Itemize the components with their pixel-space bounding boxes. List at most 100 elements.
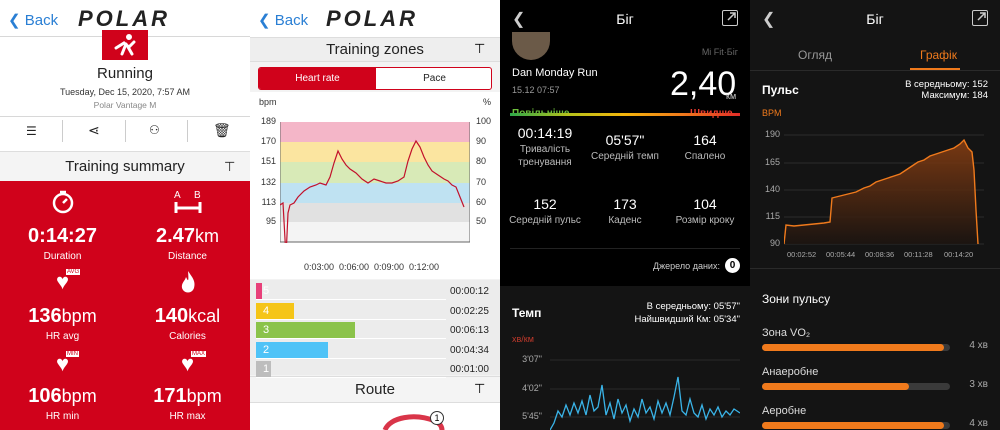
polar-logo: POLAR [326, 6, 418, 31]
pace-y-tick: 5'45" [522, 411, 542, 421]
list-icon[interactable]: ☰ [26, 124, 37, 138]
tab-pace[interactable]: Pace [423, 73, 446, 84]
zones-title: Training zones [326, 41, 424, 58]
share-icon[interactable] [972, 10, 988, 26]
pin-icon[interactable]: ⊤ [224, 159, 236, 174]
zone-number: 2 [263, 343, 270, 356]
zone-row: 4 00:02:25 [250, 302, 500, 321]
tab-graph[interactable]: Графік [920, 48, 957, 62]
pulse-x-tick: 00:11:28 [904, 250, 933, 259]
running-icon [102, 30, 148, 60]
polar-zones-screen: ❮ Back POLAR Training zones ⊤ Heart rate… [250, 0, 500, 430]
group-icon[interactable]: ⚇ [149, 123, 160, 137]
distance-unit: км [726, 91, 737, 101]
heart-avg-icon: ♥ AVG [55, 269, 81, 294]
y-tick-bpm: 132 [260, 177, 276, 187]
pace-unit: хв/км [512, 334, 534, 344]
y-tick-pct: 90 [476, 136, 487, 146]
hr-zone-chart [280, 122, 470, 243]
zone-row: 1 00:01:00 [250, 361, 500, 379]
pulse-zone-bar [762, 383, 950, 390]
lap-marker[interactable]: 1 [430, 411, 444, 425]
chevron-left-icon[interactable]: ❮ [762, 11, 776, 28]
share-icon[interactable] [722, 10, 738, 26]
route-map: 1 [250, 403, 500, 430]
pin-icon[interactable]: ⊤ [474, 41, 486, 56]
pulse-zone-bar [762, 422, 950, 429]
tab-overview[interactable]: Огляд [798, 48, 832, 62]
x-tick-time: 0:12:00 [409, 262, 440, 272]
pin-icon[interactable]: ⊤ [474, 381, 486, 396]
metric-item: 104 Розмір кроку [675, 196, 735, 226]
pulse-zone-bar [762, 344, 950, 351]
screen-title: Біг [866, 11, 884, 27]
pulse-title: Пульс [762, 83, 799, 97]
zone-time: 00:06:13 [450, 325, 489, 336]
pulse-x-tick: 00:14:20 [944, 250, 974, 259]
tab-indicator [910, 68, 960, 70]
zone-bar [256, 341, 329, 358]
pulse-max: Максимум: 184 [921, 90, 988, 101]
polar-logo: POLAR [78, 6, 170, 31]
zone-row: 2 00:04:34 [250, 341, 500, 360]
route-title: Route [354, 381, 396, 398]
pulse-y-tick: 90 [769, 238, 780, 248]
pulse-x-tick: 00:02:52 [787, 250, 817, 259]
device-name: Polar Vantage M [93, 100, 157, 110]
source-label: Джерело даних: [653, 261, 720, 271]
zone-number: 4 [263, 304, 270, 317]
zone-number: 5 [263, 285, 270, 297]
chevron-left-icon[interactable]: ❮ [512, 11, 526, 28]
session-date: Tuesday, Dec 15, 2020, 7:57 AM [59, 87, 191, 97]
distance-value: 2,40 [670, 65, 737, 103]
y-tick-pct: 100 [476, 116, 492, 126]
ylabel-bpm: bpm [259, 97, 277, 107]
avatar[interactable] [512, 32, 550, 60]
trash-icon[interactable]: 🗑 [213, 122, 231, 138]
flame-icon [125, 269, 250, 295]
zone-row: 5 00:00:12 [250, 283, 500, 301]
screen-title: Біг [616, 11, 634, 27]
stat-hr-avg: ♥ AVG 136bpm HR avg [0, 269, 125, 342]
share-icon[interactable]: ⋖ [88, 122, 100, 138]
back-button[interactable]: ❮ Back [258, 12, 309, 29]
zone-number: 3 [263, 324, 270, 336]
heart-min-icon: ♥ MIN [55, 351, 79, 376]
pulse-x-tick: 00:08:36 [865, 250, 895, 259]
y-tick-bpm: 95 [265, 216, 276, 226]
pulse-zone-label: Аеробне [762, 405, 807, 417]
x-tick-time: 0:09:00 [374, 262, 405, 272]
y-tick-pct: 50 [476, 216, 487, 226]
zone-bar [256, 322, 355, 338]
tab-heart-rate[interactable]: Heart rate [259, 68, 376, 89]
zone-row: 3 00:06:13 [250, 322, 500, 340]
pulse-chart [784, 134, 984, 245]
polar-summary-screen: ❮ Back POLAR Running Tuesday, Dec 15, 20… [0, 0, 250, 430]
svg-text:A: A [174, 190, 181, 201]
pulse-zone-time: 4 хв [969, 418, 988, 429]
zone-bar [256, 361, 272, 377]
x-tick-time: 0:06:00 [339, 262, 370, 272]
y-tick-pct: 60 [476, 197, 487, 207]
pulse-y-tick: 165 [764, 157, 780, 167]
mifit-graph-screen: ❮ Біг Огляд Графік Пульс В середньому: 1… [750, 0, 1000, 430]
workout-name: Dan Monday Run [512, 67, 598, 79]
sport-title: Running [97, 65, 153, 82]
metric-item: 00:14:19 Тривалість тренування [517, 125, 573, 168]
stat-calories: 140kcal Calories [125, 269, 250, 342]
stat-hr-max: ♥ MAX 171bpm HR max [125, 351, 250, 422]
action-toolbar: ☰ ⋖ ⚇ 🗑 [0, 118, 250, 146]
mifit-workout-screen: ❮ Біг Mi Fit·Біг Dan Monday Run 15.12 07… [500, 0, 750, 430]
back-button[interactable]: ❮ Back [8, 12, 59, 29]
x-tick-time: 0:03:00 [304, 262, 335, 272]
pulse-x-tick: 00:05:44 [826, 250, 856, 259]
pulse-y-tick: 140 [764, 184, 780, 194]
source-badge[interactable]: 0 [725, 258, 740, 273]
zone-time: 00:01:00 [450, 364, 489, 375]
y-tick-bpm: 113 [261, 197, 276, 207]
zone-time: 00:02:25 [450, 305, 489, 317]
pulse-zone-label: Анаеробне [762, 366, 819, 378]
pulse-y-tick: 190 [764, 129, 780, 139]
